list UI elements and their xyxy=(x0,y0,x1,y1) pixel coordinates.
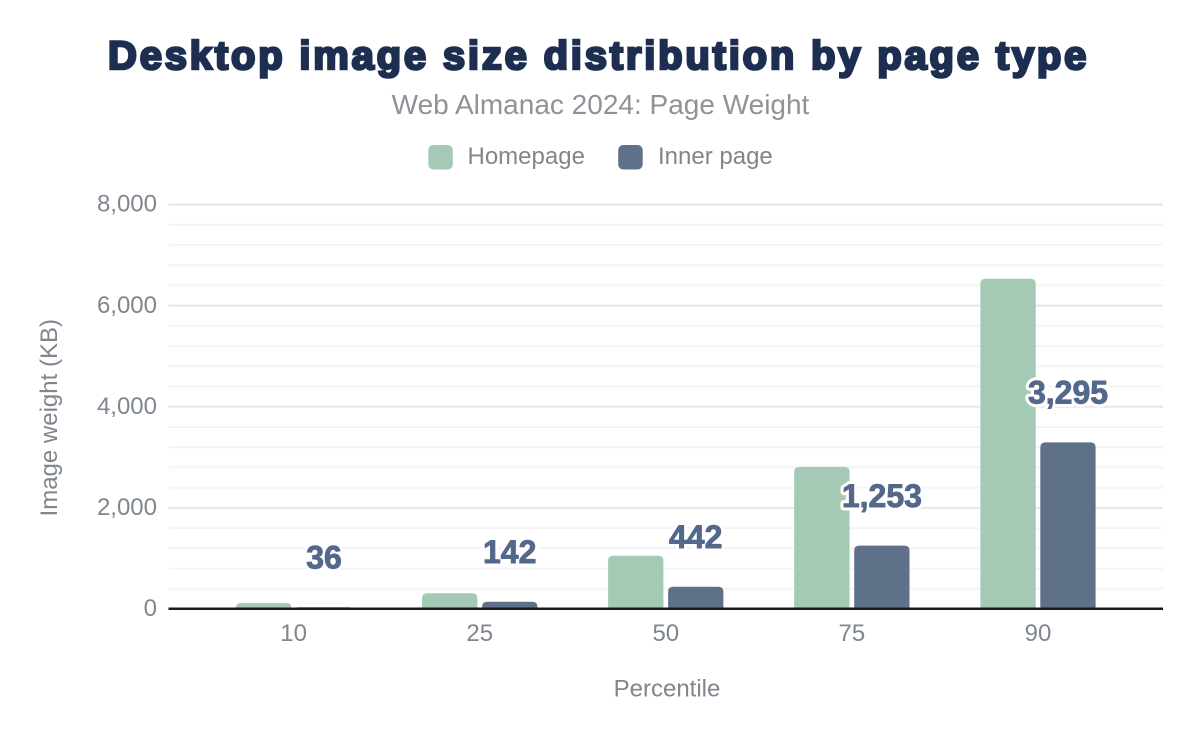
svg-text:Homepage: Homepage xyxy=(468,143,585,170)
svg-text:25: 25 xyxy=(466,620,493,647)
svg-text:90: 90 xyxy=(1025,620,1052,647)
svg-text:1,253: 1,253 xyxy=(842,478,922,514)
svg-text:Inner page: Inner page xyxy=(658,143,773,170)
svg-text:2,000: 2,000 xyxy=(97,494,157,521)
svg-text:442: 442 xyxy=(669,519,722,555)
svg-text:36: 36 xyxy=(306,540,342,576)
svg-text:3,295: 3,295 xyxy=(1028,375,1108,411)
svg-text:3,295: 3,295 xyxy=(1028,375,1108,411)
svg-text:50: 50 xyxy=(652,620,679,647)
svg-text:Desktop image size distributio: Desktop image size distribution by page … xyxy=(108,34,1089,78)
svg-text:442: 442 xyxy=(669,519,722,555)
svg-text:Image weight (KB): Image weight (KB) xyxy=(36,319,63,516)
svg-text:36: 36 xyxy=(306,540,342,576)
svg-text:10: 10 xyxy=(280,620,307,647)
svg-text:0: 0 xyxy=(144,595,157,622)
svg-text:4,000: 4,000 xyxy=(97,393,157,420)
svg-text:142: 142 xyxy=(483,534,536,570)
svg-text:75: 75 xyxy=(839,620,866,647)
svg-text:Percentile: Percentile xyxy=(614,675,721,702)
svg-text:1,253: 1,253 xyxy=(842,478,922,514)
svg-text:8,000: 8,000 xyxy=(97,191,157,218)
svg-text:142: 142 xyxy=(483,534,536,570)
svg-text:Web Almanac 2024: Page Weight: Web Almanac 2024: Page Weight xyxy=(392,89,810,120)
svg-text:6,000: 6,000 xyxy=(97,292,157,319)
